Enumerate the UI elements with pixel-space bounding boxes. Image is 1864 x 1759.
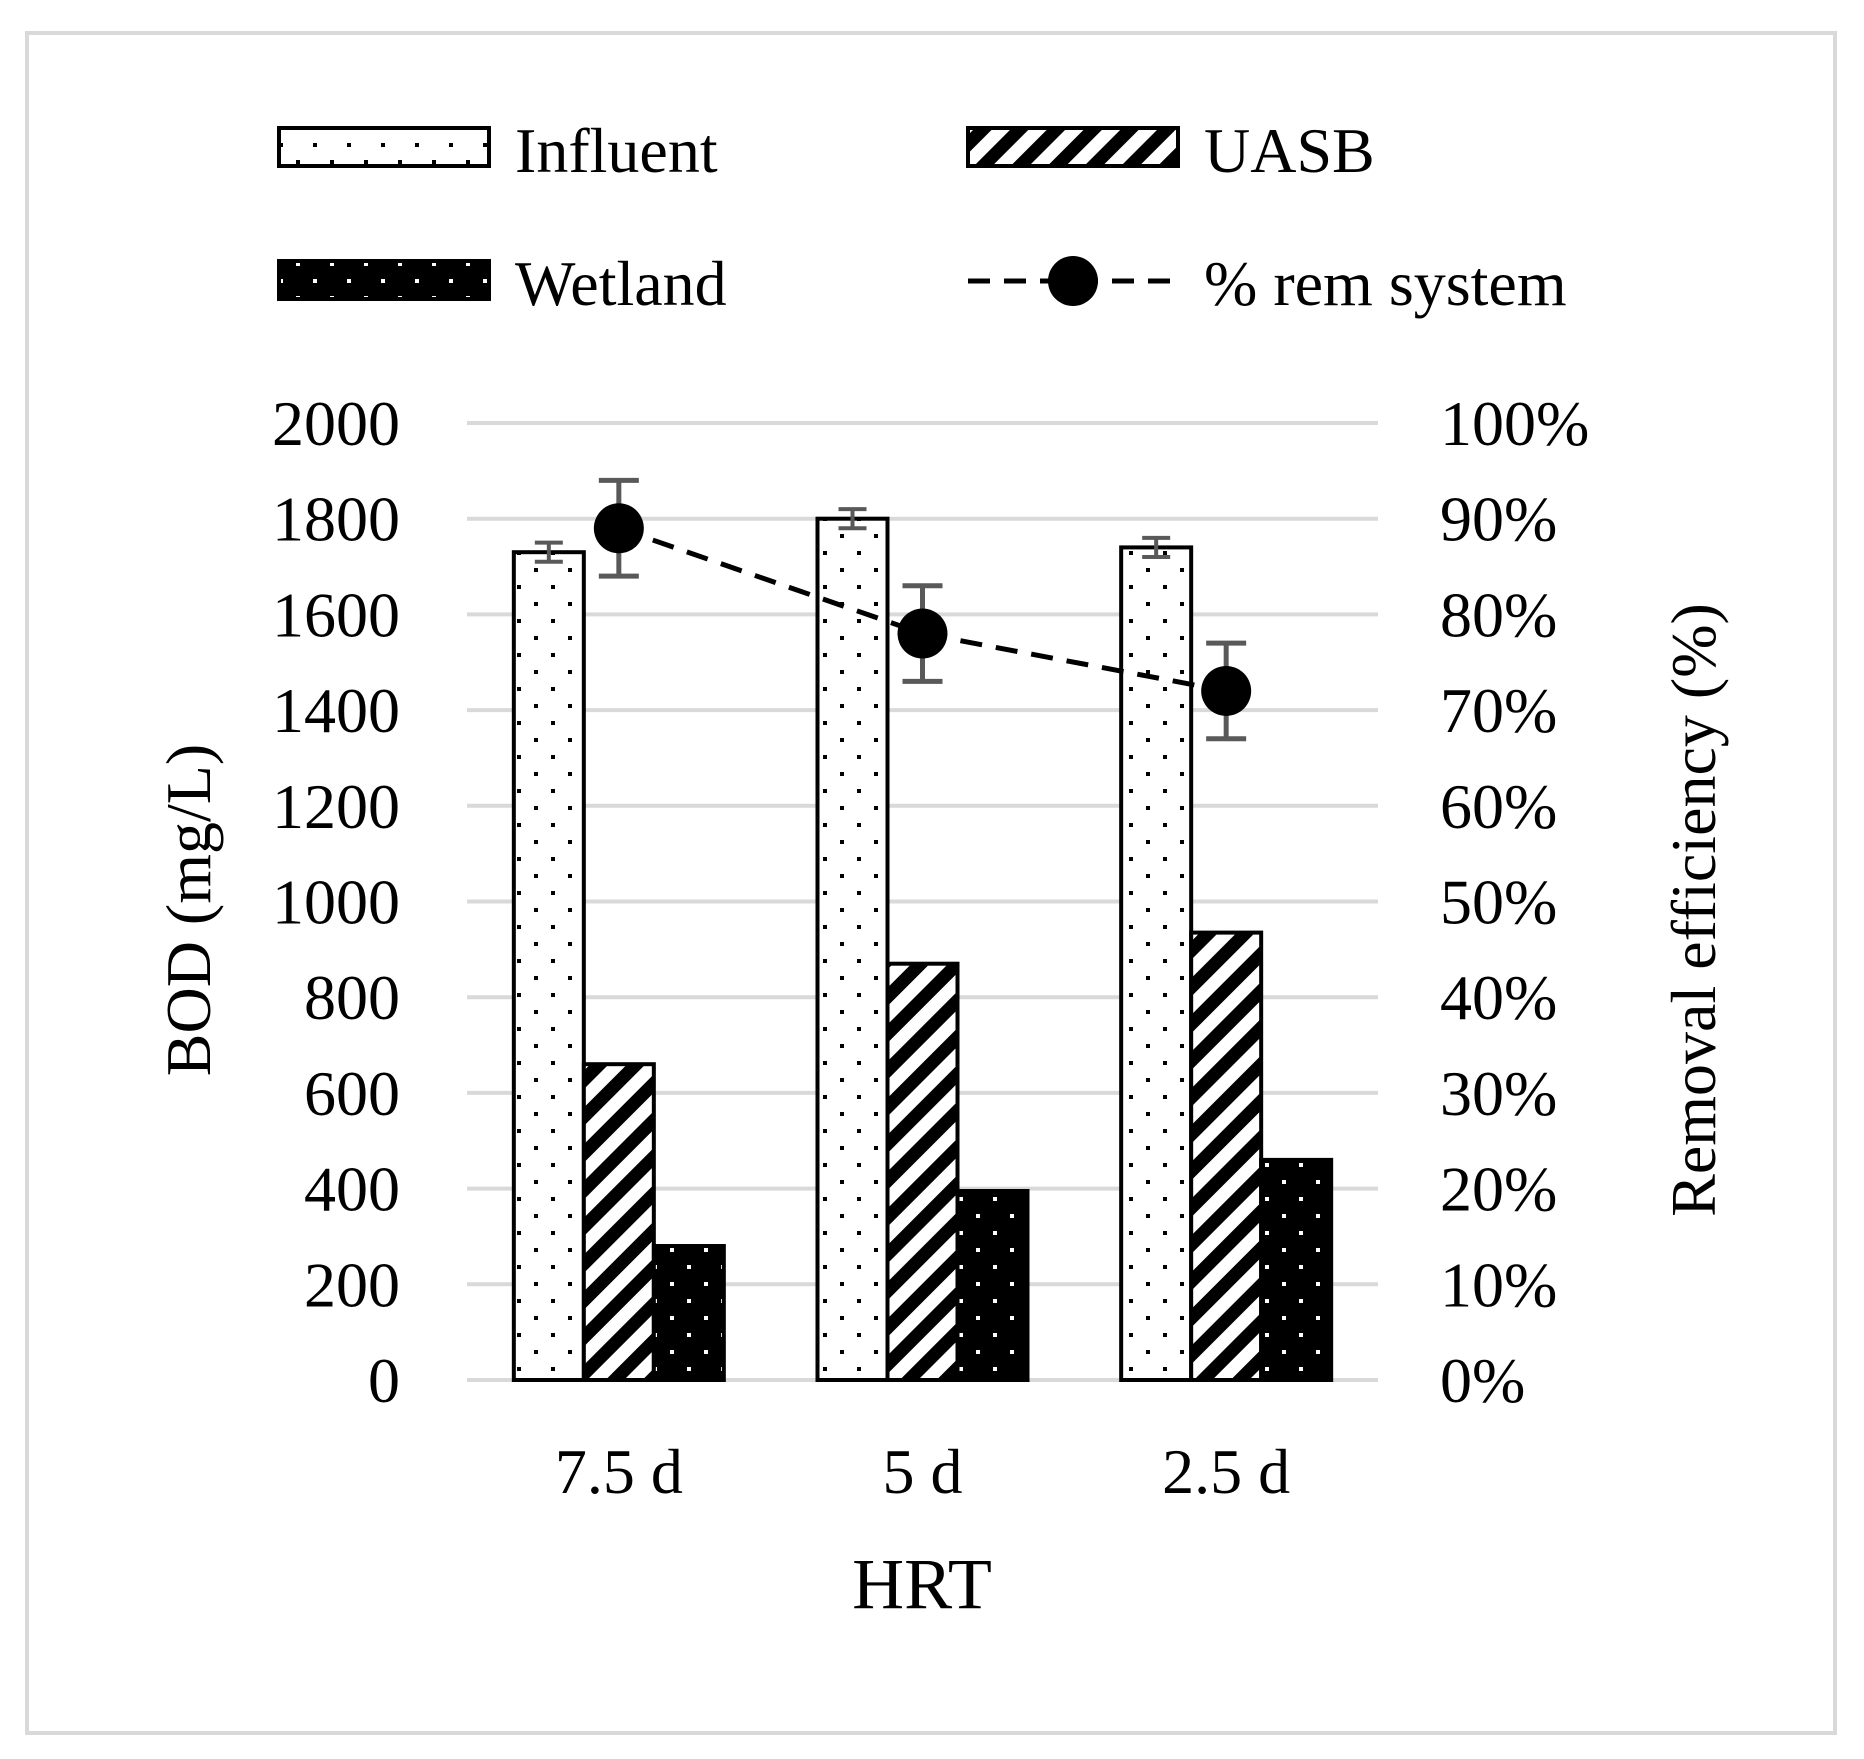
y-tick-label: 1400: [272, 675, 400, 746]
legend-label-wetland: Wetland: [515, 248, 727, 319]
legend-item-wetland: Wetland: [277, 248, 727, 319]
uasb-bar: [581, 1062, 656, 1382]
right-axis-ticks: 0% 10% 20% 30% 40% 50% 60% 70% 80% 90% 100%: [1440, 388, 1589, 1416]
influent-bar: [511, 550, 586, 1382]
left-axis-ticks: 0 200 400 600 800 1000 1200 1400 1600 1800 2000: [272, 388, 400, 1416]
removal-line: [593, 477, 1252, 742]
y2-tick-label: 90%: [1440, 484, 1557, 555]
legend-label-influent: Influent: [515, 115, 718, 186]
legend-swatch-wetland: [277, 259, 491, 301]
chart-frame: [25, 31, 1837, 1735]
y2-tick-label: 30%: [1440, 1058, 1557, 1129]
y-tick-label: 0: [368, 1345, 400, 1416]
y-tick-label: 2000: [272, 388, 400, 459]
removal-point: [593, 503, 644, 554]
legend-marker-rem-system: [1048, 256, 1098, 306]
x-tick-label: 2.5 d: [1162, 1436, 1290, 1507]
influent-bar: [815, 516, 890, 1382]
uasb-bar: [885, 961, 960, 1383]
y2-tick-label: 10%: [1440, 1249, 1557, 1320]
removal-point: [897, 608, 948, 659]
influent-error-bars: [534, 507, 1171, 564]
influent-bar: [1119, 545, 1194, 1382]
x-axis-title: HRT: [852, 1544, 992, 1624]
legend-swatch-uasb: [966, 126, 1180, 168]
y2-tick-label: 100%: [1440, 388, 1589, 459]
removal-point: [1201, 665, 1252, 716]
legend-swatch-influent: [277, 126, 491, 168]
y2-tick-label: 20%: [1440, 1154, 1557, 1225]
wetland-bar: [955, 1188, 1030, 1383]
uasb-bar: [1189, 930, 1264, 1382]
y-tick-label: 1000: [272, 867, 400, 938]
legend-label-rem-system: % rem system: [1204, 248, 1567, 319]
y-axis-title: BOD (mg/L): [153, 744, 224, 1076]
y-tick-label: 1600: [272, 579, 400, 650]
y-tick-label: 400: [304, 1154, 400, 1225]
y2-tick-label: 70%: [1440, 675, 1557, 746]
legend-item-rem-system: % rem system: [968, 248, 1567, 319]
y2-tick-label: 80%: [1440, 579, 1557, 650]
y2-tick-label: 0%: [1440, 1345, 1525, 1416]
y-tick-label: 200: [304, 1249, 400, 1320]
y-tick-label: 600: [304, 1058, 400, 1129]
y-tick-label: 1200: [272, 771, 400, 842]
x-tick-label: 7.5 d: [555, 1436, 683, 1507]
y2-axis-title: Removal efficiency (%): [1658, 603, 1729, 1217]
x-tick-label: 5 d: [883, 1436, 963, 1507]
y-tick-label: 1800: [272, 484, 400, 555]
y2-tick-label: 60%: [1440, 771, 1557, 842]
legend-label-uasb: UASB: [1204, 115, 1375, 186]
bars: [511, 516, 1334, 1383]
wetland-bar: [651, 1244, 726, 1383]
legend-item-influent: Influent: [277, 115, 718, 186]
legend-item-uasb: UASB: [966, 115, 1375, 186]
wetland-bar: [1259, 1157, 1334, 1383]
y-tick-label: 800: [304, 962, 400, 1033]
legend: Influent UASB Wetland % rem system: [277, 115, 1567, 319]
y2-tick-label: 50%: [1440, 867, 1557, 938]
x-axis-ticks: 7.5 d 5 d 2.5 d: [555, 1436, 1290, 1507]
y2-tick-label: 40%: [1440, 962, 1557, 1033]
